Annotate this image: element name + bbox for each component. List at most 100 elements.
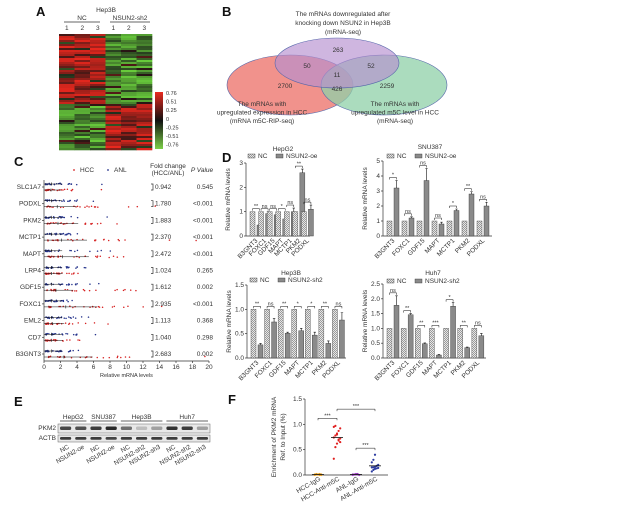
legend-label: NC bbox=[397, 278, 407, 285]
heatmap-cell bbox=[136, 52, 153, 55]
data-point-hcc bbox=[123, 306, 125, 308]
error-bar bbox=[466, 346, 469, 348]
bar-nc bbox=[401, 220, 408, 237]
data-point bbox=[339, 437, 342, 440]
heatmap-cell bbox=[136, 54, 153, 57]
bar-nc bbox=[443, 328, 449, 359]
heatmap-cell bbox=[59, 142, 75, 145]
lane-label: NSUN2-oe bbox=[85, 443, 116, 465]
data-point-anl bbox=[62, 232, 65, 235]
data-point-anl bbox=[66, 299, 68, 301]
y-tick-label: 3 bbox=[239, 160, 243, 167]
y-axis-label: Relative mRNA levels bbox=[225, 168, 232, 231]
heatmap-cell bbox=[121, 38, 137, 41]
error-bar bbox=[455, 208, 458, 211]
heatmap-cell bbox=[121, 52, 137, 55]
heatmap-cell bbox=[136, 134, 153, 137]
heatmap-cell bbox=[136, 144, 153, 147]
error-bar bbox=[340, 312, 344, 321]
colorbar-tick-label: -0.76 bbox=[166, 143, 179, 149]
y-tick-label: 0 bbox=[239, 233, 243, 240]
heatmap-cell bbox=[74, 66, 91, 69]
p-value: <0.001 bbox=[193, 251, 213, 258]
heatmap-cell bbox=[121, 66, 137, 69]
data-point-hcc bbox=[96, 222, 99, 225]
data-point-anl bbox=[63, 200, 65, 202]
venn-count-all: 11 bbox=[334, 72, 341, 79]
heatmap-cell bbox=[121, 122, 137, 125]
data-point-hcc bbox=[49, 305, 51, 308]
heatmap-cell bbox=[59, 80, 75, 83]
data-point-hcc bbox=[95, 289, 97, 292]
heatmap-cell bbox=[121, 98, 137, 101]
error-bar bbox=[259, 343, 262, 345]
heatmap-cell bbox=[90, 130, 106, 133]
data-point-hcc bbox=[68, 272, 70, 275]
heatmap-cell bbox=[105, 104, 122, 107]
heatmap-cell bbox=[90, 60, 106, 63]
data-point-anl bbox=[69, 199, 71, 202]
error-bar bbox=[313, 331, 316, 336]
heatmap-cell bbox=[74, 128, 91, 131]
cell-line-label: Hep3B bbox=[132, 414, 152, 421]
heatmap-cell bbox=[105, 86, 122, 89]
venn-top-label: (mRNA-seq) bbox=[325, 29, 361, 36]
heatmap-cell bbox=[105, 76, 122, 79]
significance-bracket bbox=[303, 201, 312, 205]
heatmap-cell bbox=[59, 90, 75, 93]
significance-label: ** bbox=[323, 302, 328, 308]
legend-swatch-nc bbox=[386, 278, 395, 284]
gene-label: FOXC1 bbox=[19, 301, 41, 308]
bar-nc bbox=[275, 211, 281, 237]
venn-top-label: The mRNAs downregulated after bbox=[296, 11, 391, 18]
heatmap-cell bbox=[90, 68, 106, 71]
p-value: 0.265 bbox=[197, 268, 214, 275]
p-value-header: P Value bbox=[191, 167, 214, 174]
heatmap-cell bbox=[90, 74, 106, 77]
data-point-hcc bbox=[52, 221, 54, 224]
heatmap-cell bbox=[121, 140, 137, 143]
y-tick-label: 0.0 bbox=[293, 472, 302, 479]
data-point-hcc bbox=[84, 322, 87, 325]
legend-label: NSUN2-sh2 bbox=[288, 277, 323, 284]
venn-left-label: (mRNA m5C-RIP-seq) bbox=[230, 118, 294, 125]
heatmap-cell bbox=[136, 132, 153, 135]
significance-bracket bbox=[336, 408, 376, 412]
heatmap-cell bbox=[136, 86, 153, 89]
error-bar bbox=[300, 328, 303, 331]
data-point-hcc bbox=[63, 188, 66, 191]
y-tick-label: 1.5 bbox=[371, 311, 380, 318]
blot-row-label-actb: ACTB bbox=[39, 435, 56, 442]
gene-label: CD7 bbox=[28, 334, 41, 341]
cell-line-label: SNU387 bbox=[91, 414, 116, 421]
heatmap-cell bbox=[74, 62, 91, 65]
chart-title: HepG2 bbox=[273, 146, 294, 153]
bar-treatment bbox=[478, 335, 485, 359]
data-point bbox=[372, 458, 375, 461]
heatmap-cell bbox=[105, 118, 122, 121]
x-tick-label: 10 bbox=[123, 364, 131, 371]
data-point-anl bbox=[68, 284, 70, 286]
heatmap-title: Hep3B bbox=[96, 7, 116, 14]
y-axis-label: Relative mRNA levels bbox=[362, 167, 369, 230]
heatmap-cell bbox=[136, 90, 153, 93]
heatmap-cell bbox=[74, 124, 91, 127]
heatmap-cell bbox=[121, 48, 137, 51]
heatmap-cell bbox=[105, 58, 122, 61]
heatmap-cell bbox=[90, 46, 106, 49]
p-value: <0.001 bbox=[193, 234, 213, 241]
blot-row-label-pkm2: PKM2 bbox=[38, 425, 56, 432]
bar-nc bbox=[400, 328, 407, 359]
heatmap-cell bbox=[59, 146, 75, 149]
heatmap-cell bbox=[59, 114, 75, 117]
heatmap-cell bbox=[90, 50, 106, 53]
data-point-anl bbox=[75, 334, 78, 336]
y-tick-label: 0 bbox=[376, 233, 380, 240]
data-point-hcc bbox=[90, 205, 93, 208]
band-actb bbox=[105, 437, 117, 440]
heatmap-cell bbox=[90, 120, 106, 123]
heatmap-cell bbox=[90, 142, 106, 145]
heatmap-column-label: 2 bbox=[127, 25, 131, 32]
data-point-anl bbox=[67, 232, 70, 235]
heatmap-cell bbox=[136, 38, 153, 41]
